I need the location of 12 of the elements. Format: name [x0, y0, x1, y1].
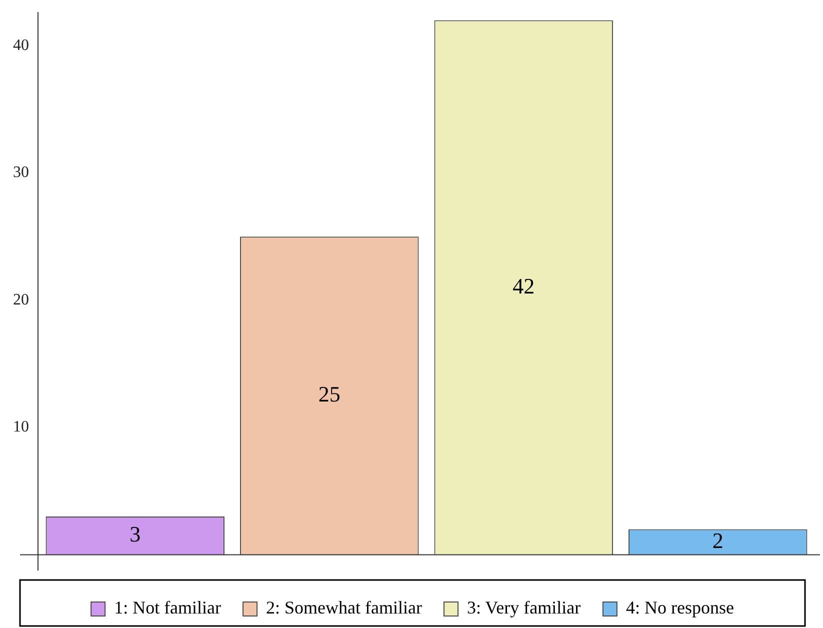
- y-tick-label: 10: [13, 418, 29, 436]
- data-label: 2: [712, 528, 724, 553]
- data-label: 3: [130, 521, 141, 546]
- data-label: 42: [512, 273, 535, 298]
- data-label: 25: [318, 381, 340, 406]
- legend-label: 3: Very familiar: [466, 598, 581, 618]
- y-tick-label: 40: [13, 36, 29, 54]
- legend-label: 4: No response: [626, 598, 734, 618]
- legend-label: 1: Not familiar: [114, 598, 222, 618]
- y-tick-label: 20: [13, 291, 29, 308]
- legend-label: 2: Somewhat familiar: [266, 598, 422, 618]
- y-tick-label: 30: [13, 164, 29, 182]
